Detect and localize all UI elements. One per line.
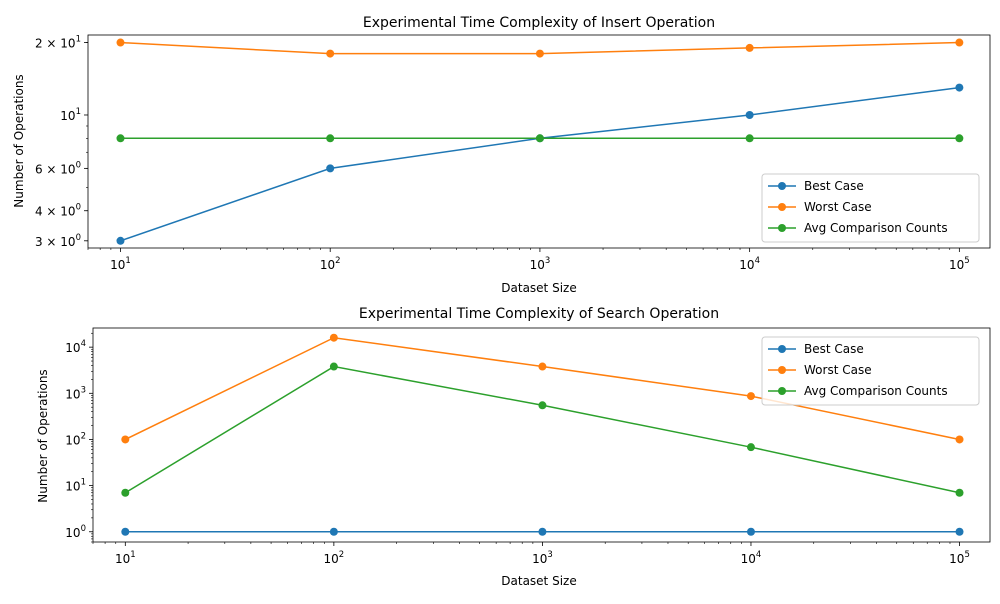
y-tick-label: 3 × 100 [35,233,81,249]
plot-area: 101 102 103 104 105 3 × 100 4 × 100 6 × 100 101 2… [35,34,991,272]
data-point [745,110,754,119]
x-tick-label: 103 [532,550,553,566]
legend-label: Best Case [804,179,864,193]
y-tick-label: 101 [60,107,81,123]
data-point [955,83,964,92]
data-point [329,527,338,536]
y-tick-label: 100 [65,524,86,540]
y-tick-label: 4 × 100 [35,203,81,219]
x-axis-label: Dataset Size [501,281,576,295]
data-point [538,362,547,371]
data-point [955,488,964,497]
y-tick-label: 2 × 101 [35,35,81,51]
legend-label: Avg Comparison Counts [804,384,948,398]
data-point [326,164,335,173]
x-tick-label: 104 [741,550,762,566]
x-axis-label: Dataset Size [501,574,576,588]
data-point [121,527,130,536]
data-point [745,43,754,52]
y-axis-label: Number of Operations [12,74,26,207]
x-tick-label: 102 [320,256,341,272]
x-tick-label: 104 [739,256,760,272]
data-point [955,38,964,47]
data-point [955,134,964,143]
data-point [538,527,547,536]
legend-label: Worst Case [804,200,872,214]
chart-title: Experimental Time Complexity of Insert O… [363,15,715,31]
data-point [116,236,125,245]
search-chart: Experimental Time Complexity of Search O… [36,306,991,588]
y-axis-label: Number of Operations [36,369,50,502]
legend-box [761,173,980,243]
x-tick-label: 103 [530,256,551,272]
y-tick-label: 104 [65,339,86,355]
x-tick-label: 105 [949,256,970,272]
y-tick-label: 101 [65,478,86,494]
x-tick-label: 105 [949,550,970,566]
x-tick-label: 102 [324,550,345,566]
legend-swatch-marker [778,366,786,374]
legend-swatch-marker [778,387,786,395]
data-point [116,134,125,143]
legend-box [761,336,980,406]
data-point [955,435,964,444]
axes-frame [92,327,991,543]
data-point [326,134,335,143]
legend-swatch-marker [778,182,786,190]
axes-frame [87,34,991,249]
data-point [116,38,125,47]
data-point [538,401,547,410]
data-point [746,443,755,452]
data-point [745,134,754,143]
data-point [121,488,130,497]
data-point [329,333,338,342]
data-point [955,527,964,536]
legend-label: Best Case [804,342,864,356]
data-point [326,49,335,58]
legend-label: Worst Case [804,363,872,377]
legend-swatch-marker [778,224,786,232]
y-tick-label: 102 [65,431,86,447]
x-tick-label: 101 [110,256,131,272]
data-point [121,435,130,444]
data-point [535,49,544,58]
data-point [746,527,755,536]
data-point [746,392,755,401]
y-tick-label: 103 [65,385,86,401]
legend-swatch-marker [778,345,786,353]
chart-title: Experimental Time Complexity of Search O… [359,306,719,322]
data-point [535,134,544,143]
plot-area: 101 102 103 104 105 100 101 102 103 104 Best Case W… [65,327,991,566]
insert-chart: Experimental Time Complexity of Insert O… [12,15,991,295]
data-point [329,362,338,371]
x-tick-label: 101 [115,550,136,566]
legend-swatch-marker [778,203,786,211]
y-tick-label: 6 × 100 [35,160,81,176]
legend-label: Avg Comparison Counts [804,221,948,235]
